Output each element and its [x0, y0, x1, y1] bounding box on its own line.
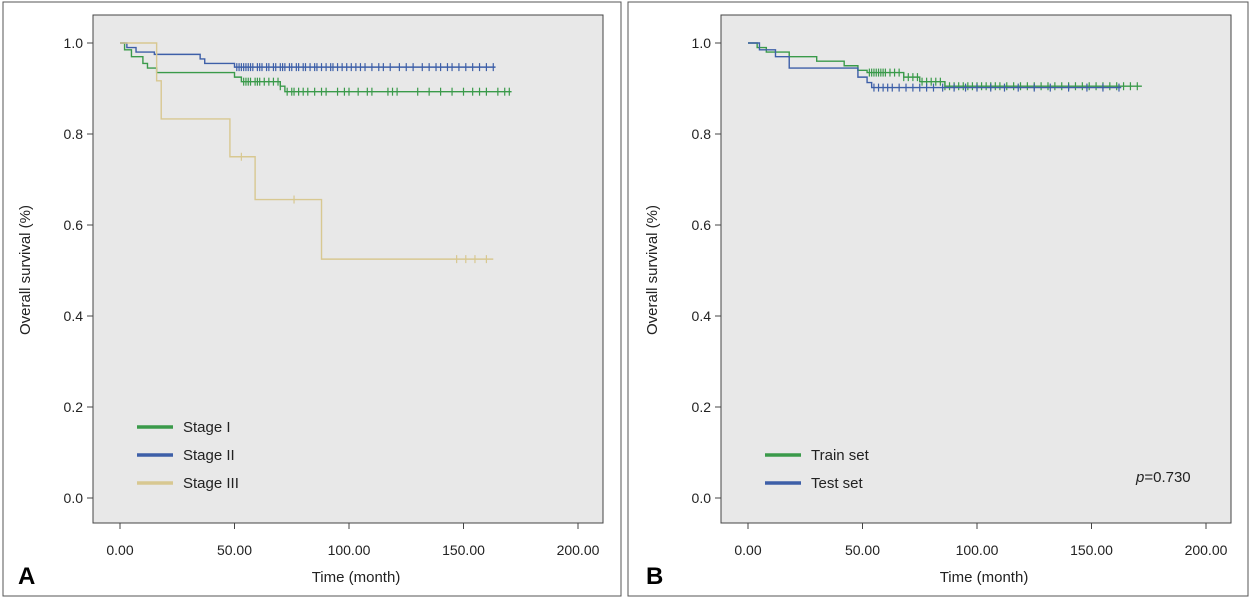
- panel-a-xtick-label: 0.00: [106, 542, 133, 558]
- panel-b-ytick-label: 0.4: [692, 308, 712, 324]
- panel-b-xtick-label: 150.00: [1070, 542, 1113, 558]
- panel-a-xtick-label: 50.00: [217, 542, 252, 558]
- panel-a-legend-label: Stage II: [183, 447, 235, 464]
- panel-a-xtick-label: 200.00: [557, 542, 600, 558]
- panel-b-series-test-set: [748, 42, 1122, 92]
- panel-b-legend-label: Test set: [811, 475, 864, 492]
- panel-a-ytick-label: 0.0: [64, 490, 84, 506]
- panel-a-xtick-label: 150.00: [442, 542, 485, 558]
- panel-b-xtick-label: 50.00: [845, 542, 880, 558]
- panel-a-ytick-label: 0.4: [64, 308, 84, 324]
- panel-b-p-value: p=0.730: [1135, 469, 1191, 486]
- panel-b-survival-curve: [748, 42, 1122, 89]
- panel-b: 0.0 0.2 0.4 0.6 0.8 1.0 0.00 50.00 100.00 150.00 2…: [644, 35, 1228, 590]
- panel-a: 0.0 0.2 0.4 0.6 0.8 1.0 0.00 50.00 100.00 150.00 2…: [17, 35, 600, 590]
- panel-b-xlabel: Time (month): [940, 569, 1029, 586]
- panel-b-panel-label: B: [646, 563, 663, 590]
- panel-a-ytick-label: 0.8: [64, 126, 84, 142]
- panel-a-xtick-label: 100.00: [328, 542, 371, 558]
- panel-a-survival-curve: [120, 42, 494, 260]
- panel-b-ylabel: Overall survival (%): [644, 205, 661, 335]
- panel-b-xtick-label: 200.00: [1185, 542, 1228, 558]
- panel-a-xlabel: Time (month): [312, 569, 401, 586]
- panel-a-ylabel: Overall survival (%): [17, 205, 34, 335]
- panel-a-ytick-label: 0.6: [64, 217, 84, 233]
- panel-a-series-stage-iii: [120, 42, 494, 264]
- panel-a-legend-label: Stage I: [183, 419, 231, 436]
- panel-a-legend-label: Stage III: [183, 475, 239, 492]
- panel-b-legend-label: Train set: [811, 447, 870, 464]
- panel-a-ytick-label: 0.2: [64, 399, 84, 415]
- panel-a-ytick-label: 1.0: [64, 35, 84, 51]
- panel-b-xtick-label: 100.00: [956, 542, 999, 558]
- panel-b-ytick-label: 0.8: [692, 126, 712, 142]
- panel-b-ytick-label: 0.0: [692, 490, 712, 506]
- panel-a-survival-curve: [120, 42, 496, 68]
- panel-b-xtick-label: 0.00: [734, 542, 761, 558]
- panel-b-plot-area: [720, 14, 1232, 524]
- panel-b-ytick-label: 0.6: [692, 217, 712, 233]
- panel-a-panel-label: A: [18, 563, 35, 590]
- panel-a-series-stage-ii: [120, 42, 496, 72]
- panel-a-plot-area: [92, 14, 604, 524]
- panel-b-ytick-label: 0.2: [692, 399, 712, 415]
- panel-b-ytick-label: 1.0: [692, 35, 712, 51]
